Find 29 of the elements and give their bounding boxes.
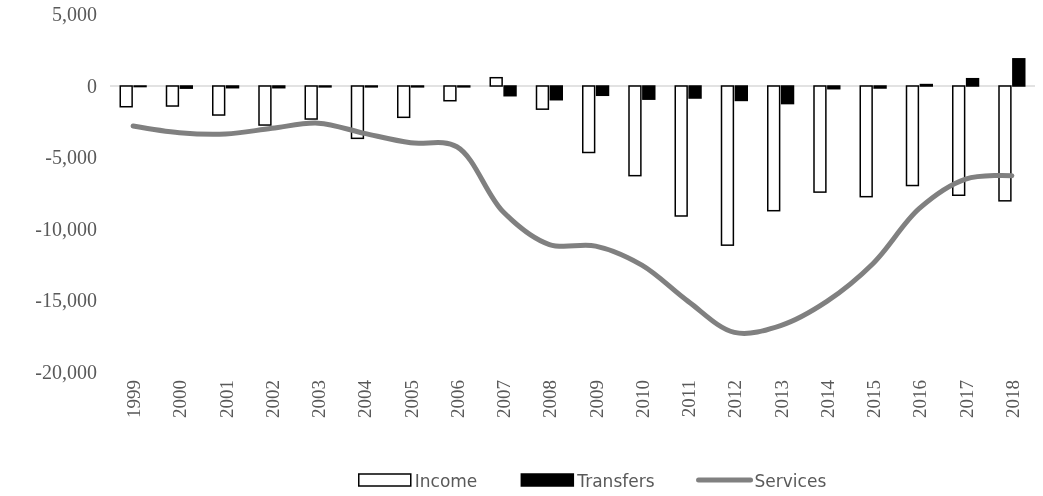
- x-tick-label: 2001: [215, 380, 237, 418]
- x-tick-label: 2002: [261, 380, 283, 418]
- x-tick-label: 1999: [123, 380, 145, 418]
- x-tick-label: 2009: [585, 380, 607, 418]
- y-tick-label: 5,000: [52, 3, 97, 26]
- x-tick-label: 2007: [493, 380, 515, 418]
- y-tick-label: -20,000: [35, 360, 97, 383]
- legend-label: Income: [414, 471, 478, 491]
- y-tick-label: -15,000: [35, 289, 97, 312]
- x-tick-label: 2018: [1001, 380, 1023, 418]
- x-tick-label: 2004: [354, 379, 376, 418]
- x-tick-label: 2008: [539, 380, 561, 418]
- x-tick-label: 2012: [724, 380, 746, 418]
- y-tick-label: -10,000: [35, 217, 97, 240]
- x-tick-label: 2017: [955, 380, 977, 418]
- x-tick-label: 2000: [169, 380, 191, 418]
- y-tick-label: -5,000: [45, 146, 97, 169]
- x-tick-label: 2014: [816, 379, 838, 418]
- legend-label: Services: [754, 471, 827, 491]
- x-tick-label: 2005: [400, 380, 422, 418]
- x-tick-label: 2010: [631, 380, 653, 418]
- x-tick-label: 2013: [770, 380, 792, 418]
- x-tick-label: 2015: [863, 380, 885, 418]
- x-tick-label: 2011: [678, 380, 700, 418]
- legend-label: Transfers: [576, 471, 655, 491]
- x-tick-label: 2006: [446, 380, 468, 418]
- x-tick-label: 2003: [308, 380, 330, 418]
- x-tick-label: 2016: [909, 380, 931, 418]
- y-tick-label: 0: [87, 74, 97, 97]
